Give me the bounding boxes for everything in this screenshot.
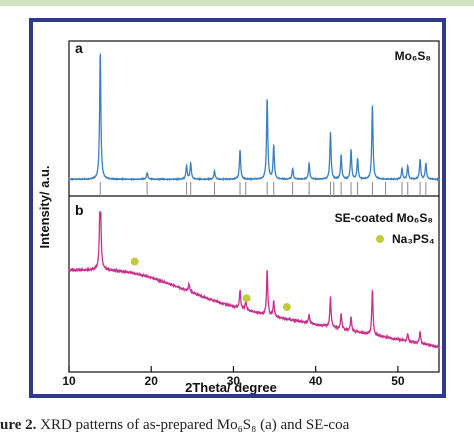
x-tick-label: 10 xyxy=(62,374,76,388)
na3ps4-marker xyxy=(130,257,139,266)
top-color-strip xyxy=(0,0,474,6)
legend-marker xyxy=(376,235,384,243)
na3ps4-marker xyxy=(242,294,251,303)
plot-area xyxy=(68,40,440,373)
x-tick-label: 40 xyxy=(309,374,323,388)
panel-b-series-label: SE-coated Mo₆S₈ xyxy=(335,211,433,225)
xrd-pattern-b xyxy=(68,211,440,350)
xrd-chart: 10 20 30 40 50 a b Mo₆S₈ SE-coated Mo₆S₈ Na₃… xyxy=(37,40,440,394)
xrd-pattern-a xyxy=(68,53,440,182)
panel-a-label: a xyxy=(75,40,83,56)
na3ps4-marker xyxy=(282,302,291,311)
panel-a-series-label: Mo₆S₈ xyxy=(395,49,431,63)
y-axis-title: Intensity/ a.u. xyxy=(37,165,52,248)
figure-caption: ure 2. XRD patterns of as-prepared Mo₆S₈… xyxy=(0,416,474,434)
x-tick-label: 30 xyxy=(227,374,241,388)
x-tick-label: 50 xyxy=(391,374,405,388)
legend-label: Na₃PS₄ xyxy=(392,232,435,246)
x-axis-title: 2Theta/ degree xyxy=(185,380,277,394)
x-tick-label: 20 xyxy=(145,374,159,388)
figure-frame: 10 20 30 40 50 a b Mo₆S₈ SE-coated Mo₆S₈ Na₃… xyxy=(29,18,446,398)
caption-prefix: ure 2. xyxy=(0,417,37,433)
caption-text: XRD patterns of as-prepared Mo₆S₈ (a) an… xyxy=(36,417,350,433)
panel-b-label: b xyxy=(75,202,84,218)
